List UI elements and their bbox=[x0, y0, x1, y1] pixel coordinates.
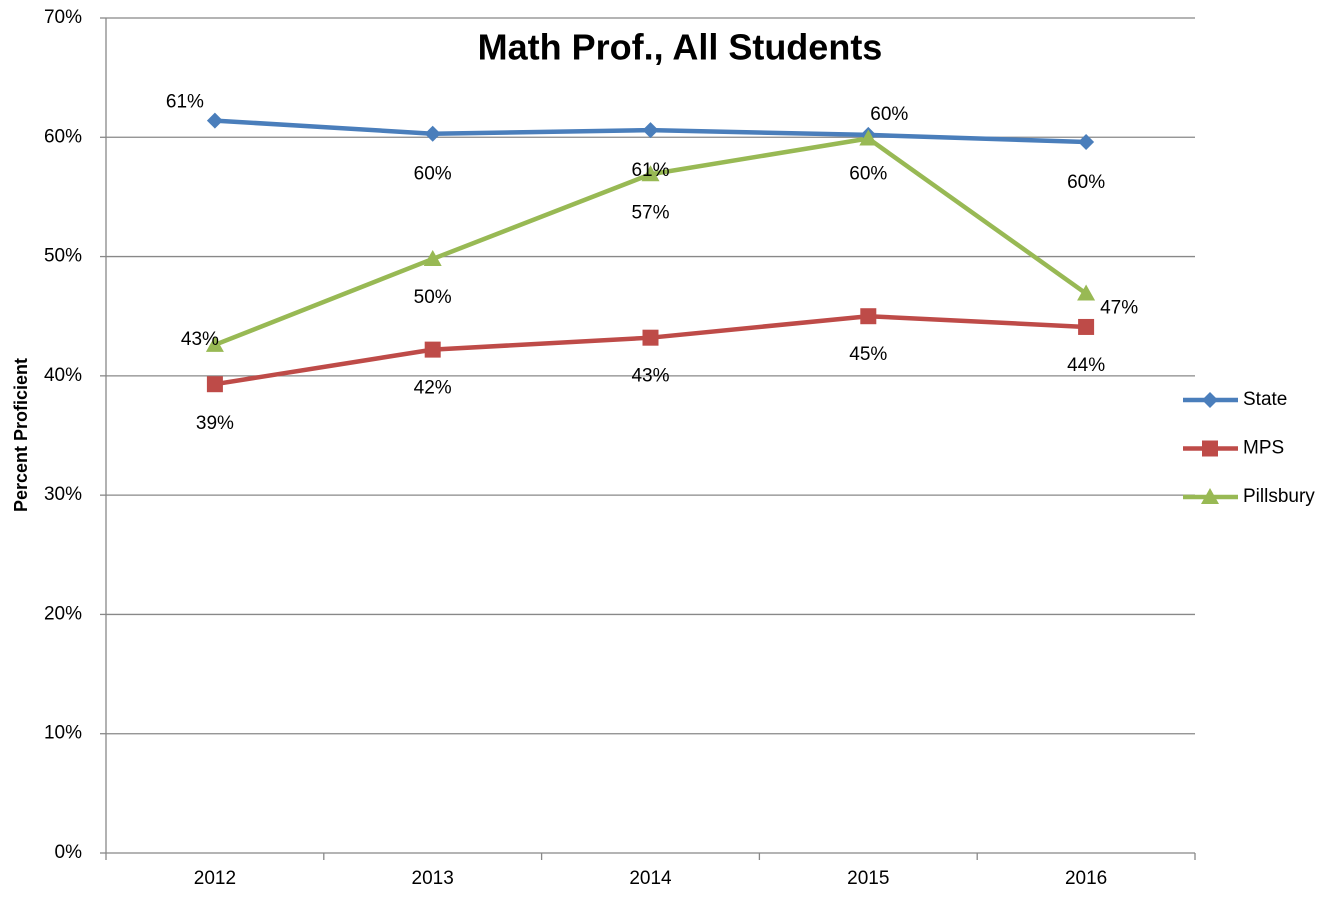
data-label: 45% bbox=[849, 344, 887, 365]
data-point bbox=[641, 165, 660, 182]
y-tick-label: 30% bbox=[44, 484, 82, 505]
y-axis-label: Percent Proficient bbox=[11, 358, 31, 512]
y-tick-label: 60% bbox=[44, 126, 82, 147]
data-point bbox=[860, 308, 877, 325]
legend-marker bbox=[1202, 440, 1218, 457]
legend-marker bbox=[1201, 488, 1219, 504]
data-point bbox=[205, 335, 224, 352]
data-point bbox=[1077, 284, 1096, 301]
data-label: 60% bbox=[1067, 172, 1105, 193]
legend-label: State bbox=[1243, 389, 1287, 410]
y-tick-label: 0% bbox=[55, 842, 83, 863]
data-point bbox=[642, 122, 659, 139]
data-label: 61% bbox=[166, 92, 204, 113]
legend-marker bbox=[1202, 392, 1218, 408]
data-point bbox=[424, 125, 441, 142]
data-point bbox=[424, 341, 441, 358]
data-point bbox=[859, 129, 878, 146]
data-label: 61% bbox=[631, 160, 669, 181]
data-label: 60% bbox=[414, 164, 452, 185]
legend-label: MPS bbox=[1243, 438, 1284, 459]
data-label: 42% bbox=[414, 378, 452, 399]
legend-label: Pillsbury bbox=[1243, 486, 1315, 507]
data-point bbox=[642, 329, 659, 346]
data-label: 50% bbox=[414, 287, 452, 308]
y-tick-label: 50% bbox=[44, 246, 82, 267]
data-point bbox=[423, 249, 442, 266]
data-point bbox=[206, 112, 223, 129]
x-tick-label: 2016 bbox=[1065, 868, 1107, 889]
data-label: 43% bbox=[631, 366, 669, 387]
y-tick-label: 20% bbox=[44, 603, 82, 624]
data-label: 39% bbox=[196, 413, 234, 434]
chart-title: Math Prof., All Students bbox=[478, 27, 883, 68]
data-label: 44% bbox=[1067, 355, 1105, 376]
y-tick-label: 40% bbox=[44, 365, 82, 386]
y-tick-label: 70% bbox=[44, 7, 82, 28]
data-label: 57% bbox=[631, 202, 669, 223]
data-point bbox=[1078, 318, 1095, 335]
data-label: 47% bbox=[1100, 298, 1138, 319]
x-tick-label: 2013 bbox=[412, 868, 454, 889]
data-label: 60% bbox=[849, 163, 887, 184]
data-point bbox=[1078, 134, 1095, 151]
data-label: 60% bbox=[870, 104, 908, 125]
data-label: 43% bbox=[181, 329, 219, 350]
y-tick-label: 10% bbox=[44, 723, 82, 744]
x-tick-label: 2014 bbox=[629, 868, 672, 889]
x-tick-label: 2015 bbox=[847, 868, 889, 889]
data-point bbox=[206, 376, 223, 393]
x-tick-label: 2012 bbox=[194, 868, 236, 889]
